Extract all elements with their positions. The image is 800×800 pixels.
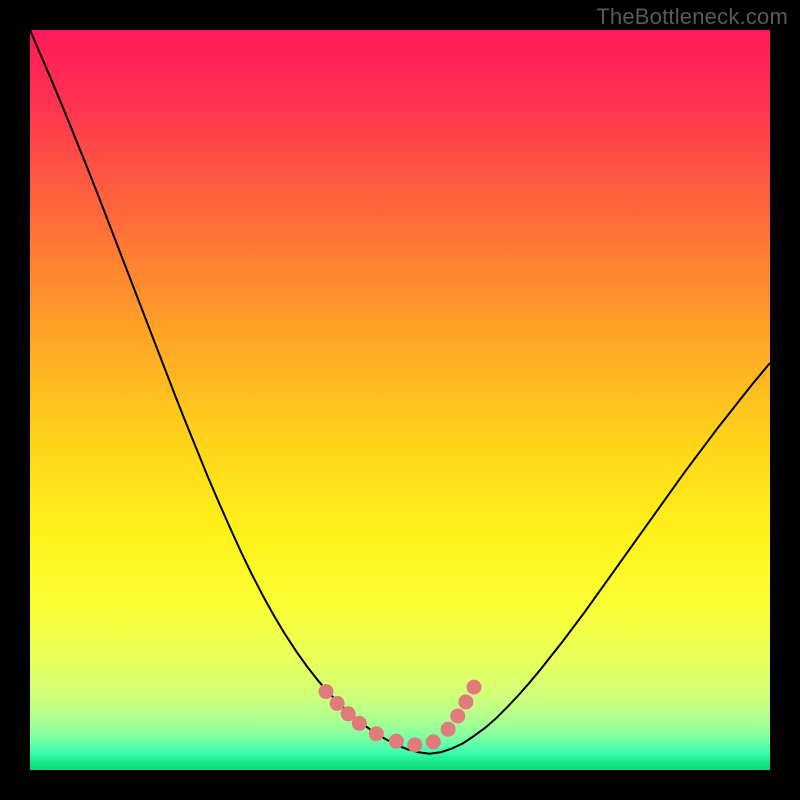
marker-dot [389,734,404,749]
bottleneck-curve [30,30,770,770]
marker-dot [330,696,345,711]
marker-dot [450,708,465,723]
watermark-text: TheBottleneck.com [596,4,788,30]
marker-dots [319,680,482,753]
marker-dot [319,684,334,699]
marker-dot [441,722,456,737]
marker-dot [407,737,422,752]
marker-dot [352,716,367,731]
marker-dot [458,694,473,709]
curve-line [30,30,770,754]
plot-area [30,30,770,770]
marker-dot [467,680,482,695]
marker-dot [426,734,441,749]
marker-dot [369,726,384,741]
